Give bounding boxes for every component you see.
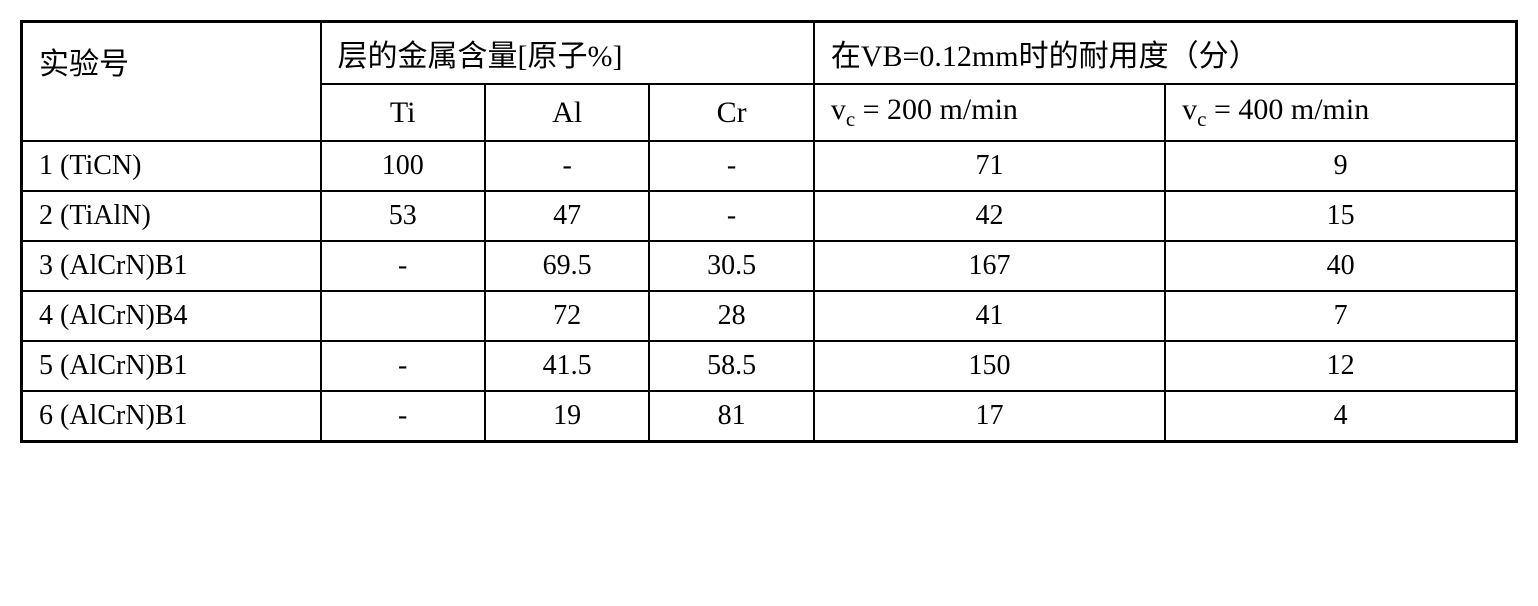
cell-cr: 30.5: [649, 241, 813, 291]
cell-ti: -: [321, 391, 485, 442]
subheader-vc400: vc = 400 m/min: [1165, 84, 1516, 141]
cell-vc200: 150: [814, 341, 1165, 391]
cell-label: 5 (AlCrN)B1: [22, 341, 321, 391]
cell-al: 69.5: [485, 241, 649, 291]
cell-vc400: 40: [1165, 241, 1516, 291]
cell-vc400: 12: [1165, 341, 1516, 391]
cell-label: 4 (AlCrN)B4: [22, 291, 321, 341]
cell-al: 47: [485, 191, 649, 241]
cell-vc200: 42: [814, 191, 1165, 241]
subheader-ti: Ti: [321, 84, 485, 141]
cell-ti: -: [321, 341, 485, 391]
cell-al: -: [485, 141, 649, 191]
cell-ti: 53: [321, 191, 485, 241]
cell-vc200: 41: [814, 291, 1165, 341]
table-row: 6 (AlCrN)B1 - 19 81 17 4: [22, 391, 1517, 442]
table-row: 3 (AlCrN)B1 - 69.5 30.5 167 40: [22, 241, 1517, 291]
header-durability: 在VB=0.12mm时的耐用度（分）: [814, 22, 1517, 85]
cell-ti: 100: [321, 141, 485, 191]
cell-vc400: 15: [1165, 191, 1516, 241]
cell-cr: -: [649, 191, 813, 241]
cell-vc200: 71: [814, 141, 1165, 191]
cell-vc200: 17: [814, 391, 1165, 442]
cell-label: 3 (AlCrN)B1: [22, 241, 321, 291]
experiment-table: 实验号 层的金属含量[原子%] 在VB=0.12mm时的耐用度（分） Ti Al…: [20, 20, 1518, 443]
table-row: 4 (AlCrN)B4 72 28 41 7: [22, 291, 1517, 341]
cell-cr: 28: [649, 291, 813, 341]
cell-vc400: 4: [1165, 391, 1516, 442]
header-metal-content: 层的金属含量[原子%]: [321, 22, 814, 85]
header-experiment-no: 实验号: [22, 22, 321, 142]
cell-al: 19: [485, 391, 649, 442]
cell-label: 6 (AlCrN)B1: [22, 391, 321, 442]
cell-ti: [321, 291, 485, 341]
subheader-cr: Cr: [649, 84, 813, 141]
cell-cr: -: [649, 141, 813, 191]
table-row: 5 (AlCrN)B1 - 41.5 58.5 150 12: [22, 341, 1517, 391]
cell-vc400: 7: [1165, 291, 1516, 341]
header-row-1: 实验号 层的金属含量[原子%] 在VB=0.12mm时的耐用度（分）: [22, 22, 1517, 85]
table-row: 2 (TiAlN) 53 47 - 42 15: [22, 191, 1517, 241]
subheader-al: Al: [485, 84, 649, 141]
table-row: 1 (TiCN) 100 - - 71 9: [22, 141, 1517, 191]
cell-al: 72: [485, 291, 649, 341]
cell-al: 41.5: [485, 341, 649, 391]
cell-label: 2 (TiAlN): [22, 191, 321, 241]
cell-cr: 58.5: [649, 341, 813, 391]
cell-vc400: 9: [1165, 141, 1516, 191]
cell-label: 1 (TiCN): [22, 141, 321, 191]
cell-cr: 81: [649, 391, 813, 442]
cell-vc200: 167: [814, 241, 1165, 291]
cell-ti: -: [321, 241, 485, 291]
subheader-vc200: vc = 200 m/min: [814, 84, 1165, 141]
